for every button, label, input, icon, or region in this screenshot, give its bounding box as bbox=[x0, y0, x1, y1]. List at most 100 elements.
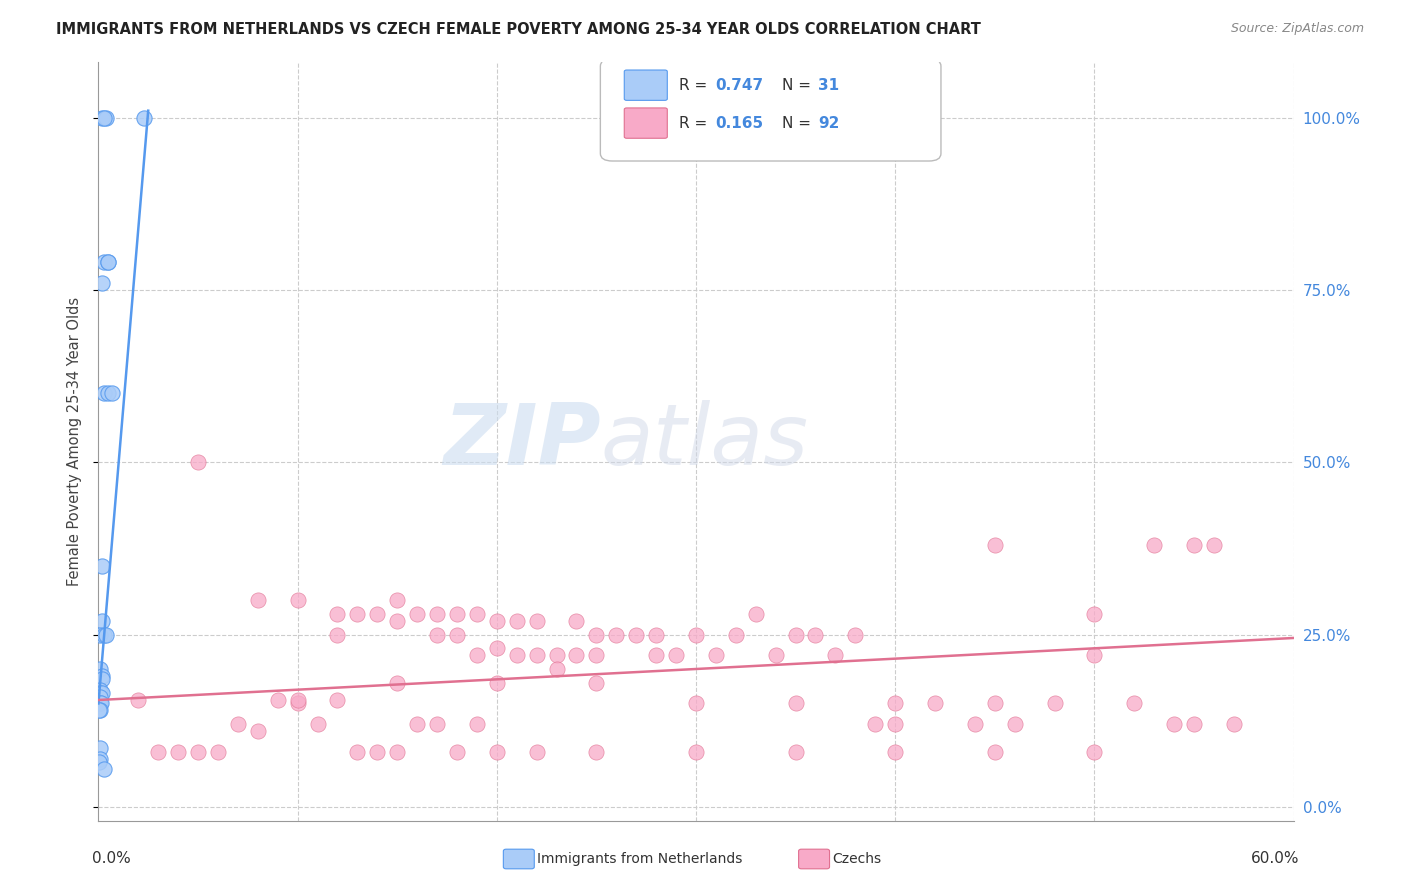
Point bbox=[645, 627, 668, 641]
Point bbox=[385, 614, 409, 628]
Point bbox=[287, 693, 309, 707]
Point bbox=[824, 648, 846, 663]
Point bbox=[1083, 648, 1105, 663]
Text: 0.747: 0.747 bbox=[716, 78, 763, 93]
Point bbox=[93, 762, 115, 776]
Point bbox=[97, 255, 120, 269]
Point bbox=[804, 627, 827, 641]
Point bbox=[89, 690, 111, 704]
Point bbox=[385, 675, 409, 690]
Point bbox=[704, 648, 727, 663]
Point bbox=[984, 745, 1007, 759]
Point bbox=[1182, 717, 1205, 731]
Point bbox=[307, 717, 329, 731]
Point bbox=[526, 745, 548, 759]
Point bbox=[426, 627, 449, 641]
Point bbox=[187, 455, 209, 469]
Point bbox=[385, 745, 409, 759]
Point bbox=[127, 693, 149, 707]
Point bbox=[465, 717, 488, 731]
Point bbox=[884, 745, 907, 759]
Point bbox=[506, 648, 529, 663]
Point bbox=[91, 614, 114, 628]
Point bbox=[89, 627, 111, 641]
Point bbox=[246, 724, 269, 739]
Point bbox=[446, 627, 468, 641]
Point bbox=[506, 614, 529, 628]
Point bbox=[565, 648, 588, 663]
Point bbox=[585, 675, 607, 690]
Point bbox=[1223, 717, 1246, 731]
Text: R =: R = bbox=[679, 116, 707, 130]
Point bbox=[91, 276, 114, 290]
Point bbox=[93, 386, 115, 401]
Point bbox=[1004, 717, 1026, 731]
Point bbox=[91, 669, 114, 683]
Point bbox=[426, 717, 449, 731]
Point bbox=[89, 741, 111, 756]
Point bbox=[91, 673, 114, 687]
Point bbox=[485, 745, 508, 759]
Point bbox=[187, 745, 209, 759]
Point bbox=[984, 697, 1007, 711]
Point bbox=[1182, 538, 1205, 552]
Point bbox=[685, 627, 707, 641]
Point bbox=[346, 745, 368, 759]
Point bbox=[585, 745, 607, 759]
Point bbox=[526, 614, 548, 628]
Point bbox=[226, 717, 249, 731]
Point bbox=[884, 697, 907, 711]
Point bbox=[89, 697, 111, 711]
Text: ZIP: ZIP bbox=[443, 400, 600, 483]
Point bbox=[326, 693, 349, 707]
Point bbox=[101, 386, 124, 401]
Point bbox=[765, 648, 787, 663]
Point bbox=[89, 662, 111, 676]
Point bbox=[724, 627, 747, 641]
Point bbox=[1143, 538, 1166, 552]
Point bbox=[844, 627, 866, 641]
Text: N =: N = bbox=[782, 78, 811, 93]
FancyBboxPatch shape bbox=[600, 59, 941, 161]
Point bbox=[924, 697, 946, 711]
Point bbox=[465, 648, 488, 663]
FancyBboxPatch shape bbox=[624, 108, 668, 138]
Point bbox=[134, 111, 156, 125]
Point bbox=[246, 593, 269, 607]
Text: IMMIGRANTS FROM NETHERLANDS VS CZECH FEMALE POVERTY AMONG 25-34 YEAR OLDS CORREL: IMMIGRANTS FROM NETHERLANDS VS CZECH FEM… bbox=[56, 22, 981, 37]
Point bbox=[89, 751, 111, 765]
Point bbox=[1083, 607, 1105, 621]
Point bbox=[1123, 697, 1146, 711]
Point bbox=[90, 697, 112, 711]
Point bbox=[326, 627, 349, 641]
Point bbox=[89, 703, 111, 717]
Point bbox=[565, 614, 588, 628]
Point bbox=[785, 697, 807, 711]
Point bbox=[984, 538, 1007, 552]
Point bbox=[385, 593, 409, 607]
Point bbox=[626, 627, 648, 641]
Point bbox=[148, 745, 170, 759]
Point bbox=[267, 693, 290, 707]
Point bbox=[167, 745, 190, 759]
Point bbox=[326, 607, 349, 621]
Point bbox=[645, 648, 668, 663]
Text: 0.165: 0.165 bbox=[716, 116, 763, 130]
Point bbox=[546, 662, 568, 676]
Point bbox=[963, 717, 986, 731]
Point bbox=[446, 745, 468, 759]
Point bbox=[1163, 717, 1185, 731]
Point bbox=[96, 627, 118, 641]
Text: N =: N = bbox=[782, 116, 811, 130]
Point bbox=[93, 111, 115, 125]
Point bbox=[366, 607, 388, 621]
Text: 92: 92 bbox=[818, 116, 839, 130]
Point bbox=[685, 697, 707, 711]
FancyBboxPatch shape bbox=[624, 70, 668, 101]
Point bbox=[485, 614, 508, 628]
Text: R =: R = bbox=[679, 78, 707, 93]
Point bbox=[785, 745, 807, 759]
Point bbox=[1202, 538, 1225, 552]
Point bbox=[745, 607, 768, 621]
Text: 31: 31 bbox=[818, 78, 839, 93]
